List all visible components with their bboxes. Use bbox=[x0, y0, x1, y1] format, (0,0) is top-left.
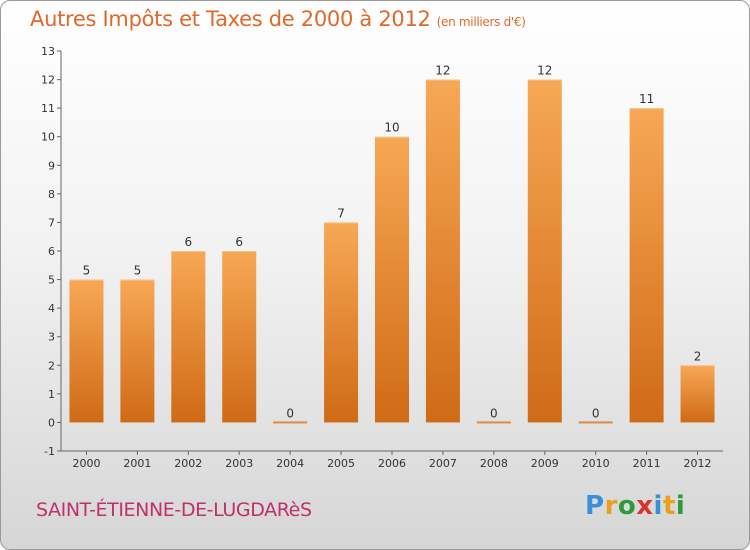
y-tick-label: -1 bbox=[44, 445, 55, 458]
logo-letter: x bbox=[636, 491, 654, 521]
bar bbox=[273, 421, 308, 424]
bar bbox=[527, 79, 562, 423]
logo-letter: i bbox=[675, 491, 686, 521]
x-tick-label: 2001 bbox=[123, 457, 151, 470]
data-label: 0 bbox=[286, 406, 294, 420]
data-label: 12 bbox=[537, 64, 552, 78]
data-label: 12 bbox=[435, 64, 450, 78]
bar-layer bbox=[69, 79, 715, 424]
y-tick-label: 12 bbox=[41, 74, 55, 87]
title-text: Autres Impôts et Taxes de 2000 à 2012 bbox=[30, 7, 431, 31]
bar bbox=[222, 251, 257, 423]
logo-letter: t bbox=[662, 491, 676, 521]
y-tick-label: 2 bbox=[48, 359, 55, 372]
bar bbox=[69, 279, 104, 423]
x-tick-label: 2000 bbox=[72, 457, 100, 470]
x-tick-label: 2012 bbox=[684, 457, 712, 470]
y-tick-label: 3 bbox=[48, 331, 55, 344]
data-label: 2 bbox=[694, 349, 702, 363]
bar bbox=[629, 108, 664, 423]
x-tick-label: 2011 bbox=[633, 457, 661, 470]
data-label: 7 bbox=[337, 206, 345, 220]
bar bbox=[375, 136, 409, 423]
y-tick-label: 6 bbox=[48, 245, 55, 258]
logo-letter: o bbox=[617, 491, 637, 521]
y-tick-label: 10 bbox=[41, 131, 55, 144]
x-tick-label: 2007 bbox=[429, 457, 457, 470]
data-label: 11 bbox=[639, 92, 654, 106]
logo-letter: i bbox=[653, 491, 663, 521]
y-tick-label: 9 bbox=[48, 159, 55, 172]
y-tick-label: 13 bbox=[41, 45, 55, 58]
y-tick-label: 11 bbox=[41, 102, 55, 115]
data-label: 10 bbox=[384, 121, 399, 135]
bar bbox=[171, 251, 206, 423]
x-tick-label: 2006 bbox=[378, 457, 406, 470]
data-label: 0 bbox=[592, 406, 600, 420]
y-tick-label: 5 bbox=[48, 274, 55, 287]
y-tick-label: 0 bbox=[48, 416, 55, 429]
x-tick-label: 2008 bbox=[480, 457, 508, 470]
bar bbox=[476, 421, 511, 424]
y-tick-label: 8 bbox=[48, 188, 55, 201]
x-tick-label: 2005 bbox=[327, 457, 355, 470]
data-label: 5 bbox=[83, 264, 91, 278]
data-label: 0 bbox=[490, 406, 498, 420]
bar bbox=[120, 279, 155, 423]
logo-letter: P bbox=[585, 491, 605, 521]
chart-title: Autres Impôts et Taxes de 2000 à 2012 (en… bbox=[30, 7, 526, 31]
x-tick-label: 2010 bbox=[582, 457, 610, 470]
bar bbox=[425, 79, 460, 423]
y-tick-label: 4 bbox=[48, 302, 55, 315]
logo-letter: r bbox=[604, 491, 618, 521]
proxiti-logo: Proxiti bbox=[585, 491, 685, 521]
title-unit: (en milliers d'€) bbox=[436, 15, 526, 29]
x-tick-label: 2009 bbox=[531, 457, 559, 470]
y-tick-label: 7 bbox=[48, 216, 55, 229]
commune-name: SAINT-ÉTIENNE-DE-LUGDARèS bbox=[36, 499, 312, 521]
data-label: 5 bbox=[134, 264, 142, 278]
bar bbox=[324, 222, 359, 423]
data-label: 6 bbox=[235, 235, 243, 249]
x-tick-label: 2003 bbox=[225, 457, 253, 470]
x-tick-label: 2002 bbox=[174, 457, 202, 470]
bar bbox=[680, 365, 715, 423]
y-tick-label: 1 bbox=[48, 388, 55, 401]
data-label: 6 bbox=[184, 235, 192, 249]
x-tick-label: 2004 bbox=[276, 457, 304, 470]
label-layer: 5 5 6 6 0 7 10 12 0 12 0 11 2 bbox=[83, 64, 702, 421]
bar bbox=[578, 421, 613, 424]
